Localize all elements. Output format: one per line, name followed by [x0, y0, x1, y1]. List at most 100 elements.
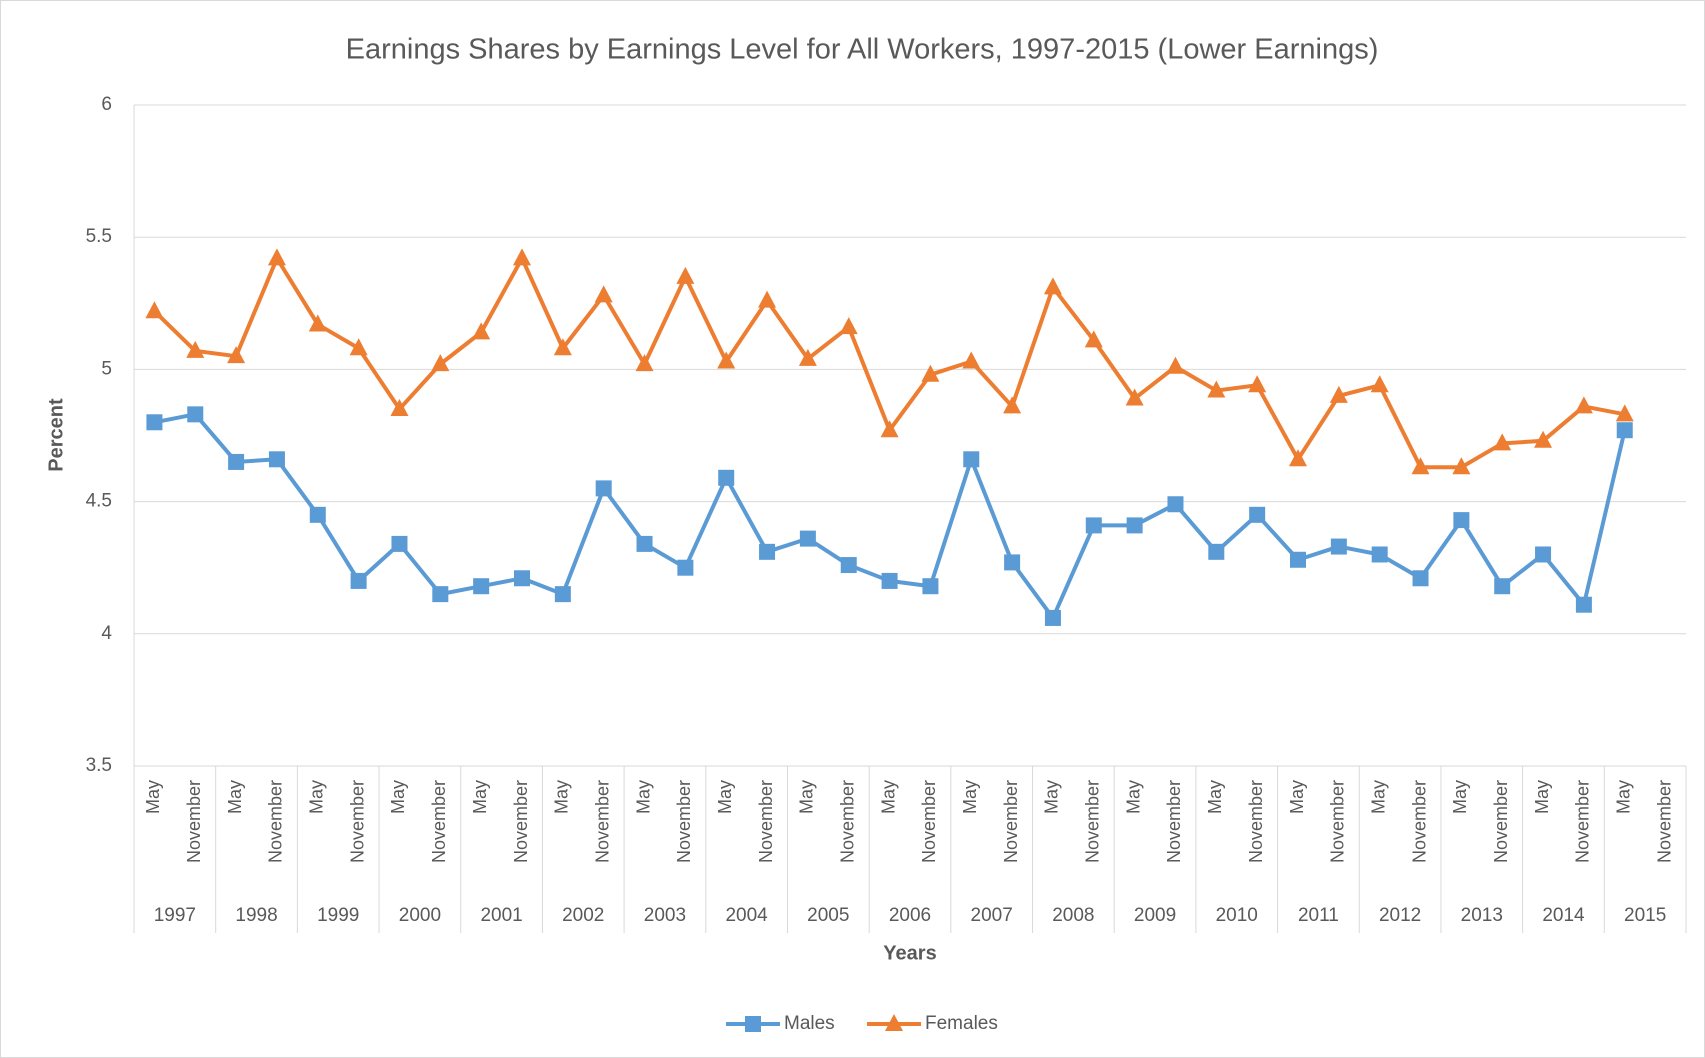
- year-label: 2011: [1298, 905, 1339, 926]
- marker: [187, 406, 204, 423]
- marker: [1004, 554, 1021, 571]
- marker: [1085, 517, 1102, 534]
- year-label: 2012: [1379, 905, 1421, 926]
- x-tick-label: November: [592, 780, 612, 863]
- marker: [227, 346, 246, 364]
- marker: [186, 340, 205, 358]
- marker: [963, 451, 980, 468]
- marker: [840, 557, 857, 574]
- year-label: 2006: [889, 905, 931, 926]
- marker: [267, 248, 286, 266]
- year-label: 2002: [562, 905, 604, 926]
- marker: [1371, 546, 1388, 563]
- y-tick-label: 4.5: [86, 491, 112, 512]
- marker: [880, 420, 899, 438]
- x-tick-label: May: [552, 780, 572, 814]
- x-tick-label: May: [960, 780, 980, 814]
- marker: [472, 322, 491, 340]
- marker: [1290, 551, 1306, 568]
- x-tick-label: May: [143, 780, 163, 814]
- x-tick-label: November: [919, 780, 939, 863]
- marker: [1411, 457, 1430, 475]
- x-tick-label: May: [470, 780, 490, 814]
- x-tick-label: May: [1613, 780, 1633, 814]
- year-label: 2010: [1216, 905, 1258, 926]
- x-tick-label: November: [511, 780, 531, 863]
- marker: [349, 338, 368, 356]
- x-tick-label: November: [1491, 780, 1511, 863]
- marker: [1003, 396, 1022, 414]
- marker: [798, 348, 817, 366]
- marker: [1208, 543, 1225, 560]
- y-tick-label: 3.5: [86, 755, 112, 776]
- x-tick-label: November: [1001, 780, 1021, 863]
- marker: [350, 572, 367, 589]
- x-tick-label: November: [756, 780, 776, 863]
- marker: [145, 301, 164, 319]
- marker: [1043, 277, 1062, 295]
- x-tick-label: May: [307, 780, 327, 814]
- marker: [1289, 449, 1307, 467]
- marker: [513, 248, 531, 266]
- x-tick-label: May: [1287, 780, 1307, 814]
- marker: [308, 314, 327, 332]
- marker: [1615, 404, 1634, 422]
- x-tick-label: November: [674, 780, 694, 863]
- marker: [1167, 496, 1184, 513]
- year-label: 2015: [1624, 905, 1666, 926]
- marker: [1330, 538, 1347, 555]
- x-tick-label: November: [429, 780, 449, 863]
- year-label: 2007: [971, 905, 1013, 926]
- year-label: 2001: [480, 905, 522, 926]
- y-tick-label: 6: [101, 94, 112, 115]
- y-tick-label: 5.5: [86, 226, 112, 247]
- marker: [1370, 375, 1389, 393]
- marker: [473, 578, 490, 595]
- marker: [676, 266, 695, 284]
- marker: [1493, 433, 1512, 451]
- x-tick-label: November: [837, 780, 857, 863]
- marker: [839, 317, 858, 335]
- legend-label: Females: [925, 1013, 998, 1034]
- y-tick-label: 5: [101, 358, 112, 379]
- marker: [1534, 430, 1553, 448]
- x-tick-label: May: [1450, 780, 1470, 814]
- x-tick-label: November: [266, 780, 286, 863]
- marker: [1125, 388, 1144, 406]
- marker: [309, 506, 326, 523]
- legend-marker: [745, 1016, 761, 1032]
- marker: [1126, 517, 1143, 534]
- chart-title: Earnings Shares by Earnings Level for Al…: [346, 34, 1379, 66]
- x-tick-label: May: [1532, 780, 1552, 814]
- year-label: 2009: [1134, 905, 1176, 926]
- marker: [553, 338, 572, 356]
- x-tick-label: May: [1205, 780, 1225, 814]
- year-label: 2004: [725, 905, 768, 926]
- marker: [1453, 512, 1470, 529]
- marker: [636, 535, 653, 552]
- year-label: 2003: [644, 905, 686, 926]
- marker: [431, 354, 450, 372]
- marker: [717, 351, 736, 369]
- x-tick-label: May: [878, 780, 898, 814]
- marker: [554, 586, 571, 603]
- x-tick-label: May: [797, 780, 817, 814]
- marker: [1452, 457, 1471, 475]
- marker: [922, 578, 939, 595]
- x-tick-label: November: [184, 780, 204, 863]
- x-tick-label: May: [1042, 780, 1062, 814]
- marker: [1249, 506, 1266, 523]
- year-label: 1999: [317, 905, 359, 926]
- x-tick-label: May: [388, 780, 408, 814]
- marker: [1329, 385, 1348, 403]
- marker: [146, 414, 163, 431]
- marker: [432, 586, 449, 603]
- marker: [1535, 546, 1552, 563]
- x-tick-label: May: [225, 780, 245, 814]
- x-tick-label: November: [1409, 780, 1429, 863]
- year-label: 2008: [1052, 905, 1094, 926]
- y-axis-title: Percent: [45, 398, 67, 472]
- marker: [718, 469, 735, 486]
